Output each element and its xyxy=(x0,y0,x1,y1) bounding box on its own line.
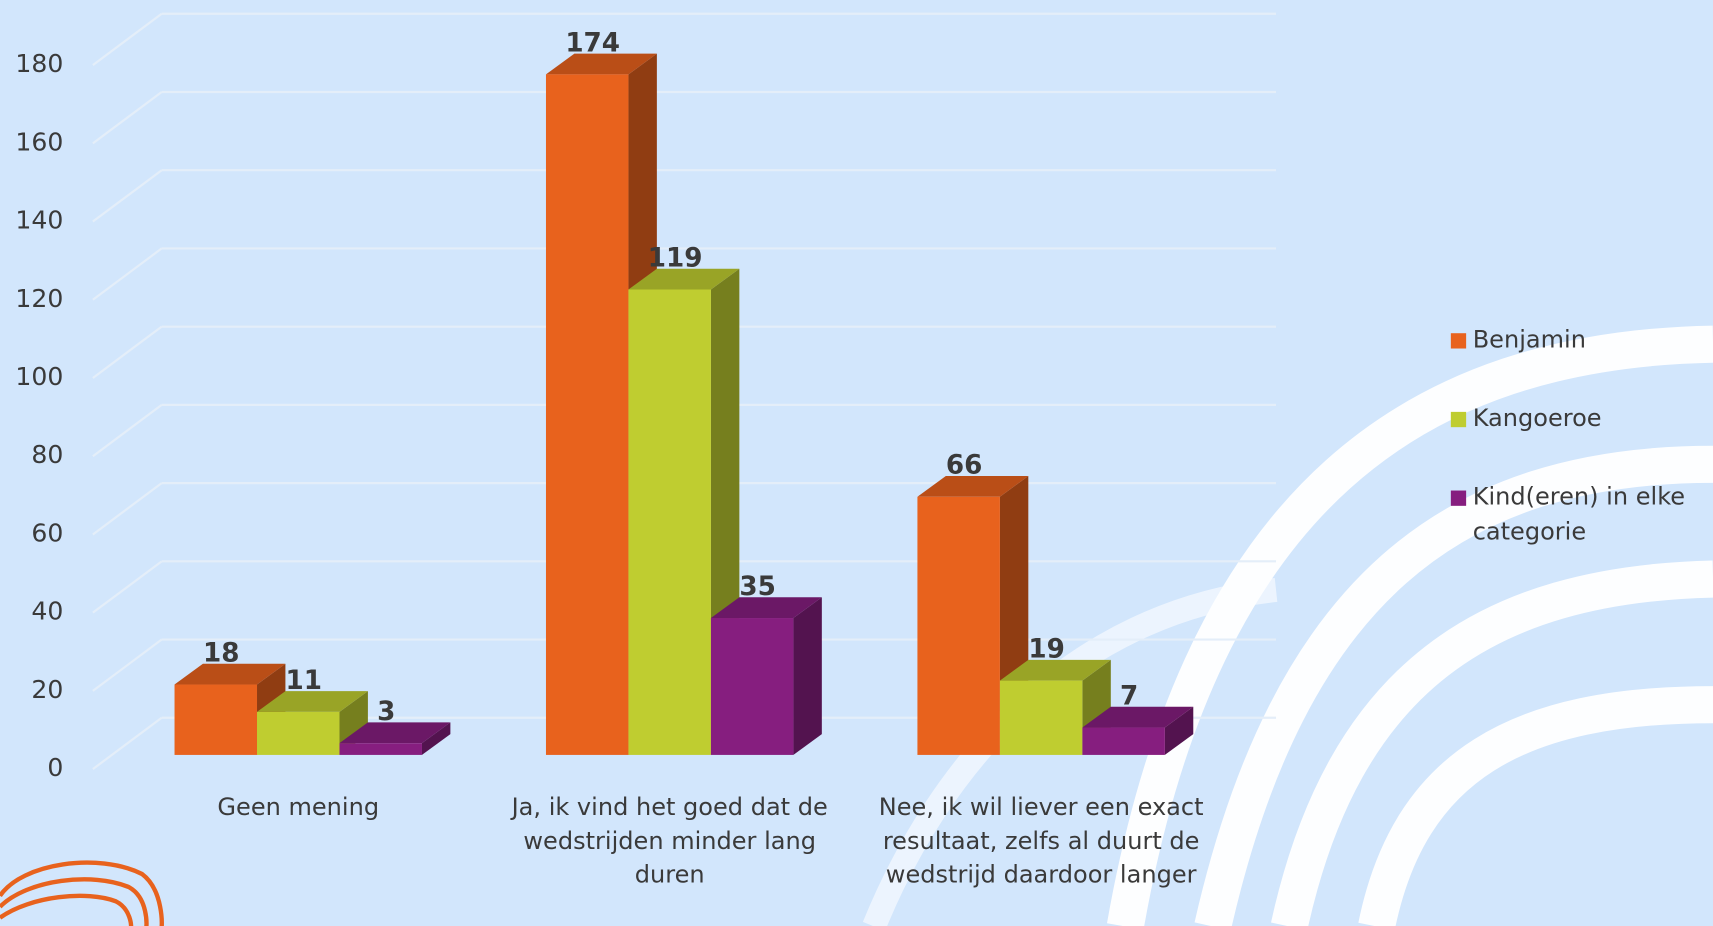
chart-area: 0 20 40 60 80 100 120 140 160 180 18 11 3 174 119 35 66 1… xyxy=(0,0,1713,926)
value-label: 119 xyxy=(648,243,703,273)
grid-line xyxy=(93,327,162,378)
y-tick-label: 40 xyxy=(31,597,63,626)
value-label: 11 xyxy=(285,666,322,696)
x-tick-label: Nee, ik wil liever een exact resultaat, … xyxy=(877,791,1205,893)
x-tick-label: Ja, ik vind het goed dat de wedstrijden … xyxy=(506,791,834,893)
legend-label: Kind(eren) in elke categorie xyxy=(1473,481,1713,551)
legend-label: Kangoeroe xyxy=(1473,402,1713,437)
value-label: 18 xyxy=(203,638,240,668)
value-label: 66 xyxy=(946,451,982,481)
page: 0 20 40 60 80 100 120 140 160 180 18 11 3 174 119 35 66 1… xyxy=(0,0,1713,926)
bar xyxy=(711,597,822,755)
y-tick-label: 60 xyxy=(31,518,63,547)
y-tick-label: 80 xyxy=(31,440,63,469)
grid-line xyxy=(93,640,162,691)
grid-line xyxy=(93,561,162,612)
logo xyxy=(0,863,162,926)
bar-front xyxy=(711,618,793,755)
bar-front xyxy=(1000,681,1082,755)
legend-swatch xyxy=(1451,333,1466,348)
y-tick-label: 120 xyxy=(15,284,63,313)
y-tick-label: 0 xyxy=(47,753,63,782)
y-tick-label: 100 xyxy=(15,362,63,391)
grid-line xyxy=(93,483,162,534)
chart: 0 20 40 60 80 100 120 140 160 180 18 11 3 174 119 35 66 1… xyxy=(0,0,1713,926)
bar-front xyxy=(917,497,999,755)
legend-swatch xyxy=(1451,412,1466,427)
y-tick-label: 180 xyxy=(15,49,63,78)
value-label: 174 xyxy=(565,28,620,58)
value-label: 35 xyxy=(739,572,776,602)
legend-swatch xyxy=(1451,491,1466,506)
value-label: 3 xyxy=(377,697,395,727)
bar-front xyxy=(546,74,628,755)
bar-front xyxy=(257,712,339,755)
value-label: 19 xyxy=(1028,635,1065,665)
y-tick-label: 140 xyxy=(15,206,63,235)
grid-line xyxy=(93,14,162,65)
bar-front xyxy=(339,743,421,755)
bar-front xyxy=(1082,728,1164,755)
bar-front xyxy=(628,289,710,754)
grid-line xyxy=(93,92,162,143)
bar-front xyxy=(175,685,257,755)
grid-line xyxy=(93,248,162,299)
bar-side xyxy=(793,597,821,755)
grid-line xyxy=(93,405,162,456)
y-tick-label: 20 xyxy=(31,675,63,704)
x-tick-label: Geen mening xyxy=(134,791,462,825)
value-label: 7 xyxy=(1120,681,1138,711)
legend-label: Benjamin xyxy=(1473,323,1713,358)
y-tick-label: 160 xyxy=(15,127,63,156)
grid-line xyxy=(93,170,162,221)
grid-line xyxy=(93,718,162,769)
